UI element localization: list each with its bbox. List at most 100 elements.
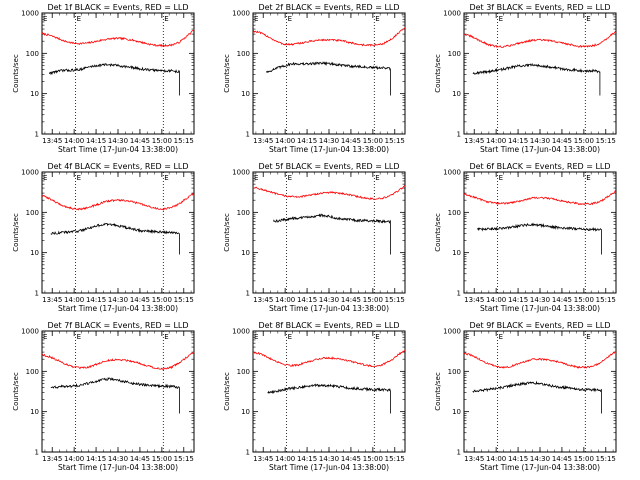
time-marker-label: E: [164, 333, 168, 341]
chart-title: Det 1f BLACK = Events, RED = LLD: [47, 3, 188, 12]
x-tick-label: 14:30: [319, 455, 339, 463]
x-axis-label: Start Time (17-Jun-04 13:38:00): [269, 463, 389, 472]
x-tick-label: 15:00: [574, 296, 594, 304]
lld-series-line: [41, 192, 195, 211]
start-marker-label: E: [254, 174, 258, 182]
y-axis-label: Counts/sec: [12, 213, 20, 252]
events-series-line: [48, 62, 180, 96]
x-tick-label: 14:15: [86, 296, 106, 304]
chart-panel-7: Det 7f BLACK = Events, RED = LLD 1 10 100 10…: [12, 321, 195, 472]
y-tick-label: 1000: [232, 169, 250, 177]
y-tick-label: 100: [237, 368, 250, 376]
chart-panel-5: Det 5f BLACK = Events, RED = LLD 1 10 100 10…: [223, 162, 406, 313]
y-tick-label: 100: [448, 50, 461, 58]
time-marker-label: E: [164, 174, 168, 182]
chart-title: Det 3f BLACK = Events, RED = LLD: [469, 3, 610, 12]
chart-title: Det 7f BLACK = Events, RED = LLD: [47, 321, 188, 330]
x-tick-label: 14:00: [64, 455, 84, 463]
events-series-line: [50, 377, 180, 414]
events-series-line: [50, 222, 180, 255]
x-tick-label: 15:15: [596, 296, 616, 304]
plot-frame: [463, 171, 617, 294]
y-tick-label: 1000: [21, 328, 39, 336]
x-tick-label: 13:45: [464, 137, 484, 145]
chart-panel-4: Det 4f BLACK = Events, RED = LLD 1 10 100 10…: [12, 162, 195, 313]
time-marker-label: E: [288, 174, 292, 182]
y-tick-label: 1: [457, 131, 461, 139]
x-tick-label: 15:00: [152, 455, 172, 463]
x-tick-label: 14:00: [64, 296, 84, 304]
chart-panel-2: Det 2f BLACK = Events, RED = LLD 1 10 100 10…: [223, 3, 406, 154]
x-axis-label: Start Time (17-Jun-04 13:38:00): [480, 463, 600, 472]
x-tick-label: 14:15: [508, 455, 528, 463]
chart-title: Det 4f BLACK = Events, RED = LLD: [47, 162, 188, 171]
y-axis-label: Counts/sec: [223, 54, 231, 93]
y-tick-label: 100: [26, 209, 39, 217]
events-series-line: [472, 380, 602, 414]
x-tick-label: 13:45: [464, 296, 484, 304]
y-tick-label: 10: [241, 249, 250, 257]
events-series-line: [476, 222, 602, 255]
x-tick-label: 14:15: [297, 137, 317, 145]
y-tick-label: 10: [30, 249, 39, 257]
x-tick-label: 13:45: [253, 455, 273, 463]
start-marker-label: E: [465, 174, 469, 182]
x-tick-label: 15:00: [363, 137, 383, 145]
lld-series-line: [41, 28, 195, 48]
chart-panel-3: Det 3f BLACK = Events, RED = LLD 1 10 100 10…: [434, 3, 617, 154]
chart-panel-6: Det 6f BLACK = Events, RED = LLD 1 10 100 10…: [434, 162, 617, 313]
y-tick-label: 100: [26, 368, 39, 376]
x-axis-label: Start Time (17-Jun-04 13:38:00): [269, 145, 389, 154]
time-marker-label: E: [288, 15, 292, 23]
start-marker-label: E: [254, 15, 258, 23]
plot-frame: [41, 12, 195, 135]
y-tick-label: 10: [30, 408, 39, 416]
start-marker-label: E: [254, 333, 258, 341]
time-marker-label: E: [375, 174, 379, 182]
time-marker-label: E: [288, 333, 292, 341]
x-tick-label: 14:15: [508, 137, 528, 145]
x-tick-label: 14:45: [552, 137, 572, 145]
y-axis-label: Counts/sec: [434, 54, 442, 93]
x-axis-label: Start Time (17-Jun-04 13:38:00): [480, 304, 600, 313]
x-tick-label: 15:00: [574, 137, 594, 145]
x-tick-label: 14:30: [319, 296, 339, 304]
x-tick-label: 15:00: [363, 455, 383, 463]
x-tick-label: 15:15: [174, 455, 194, 463]
chart-title: Det 6f BLACK = Events, RED = LLD: [469, 162, 610, 171]
y-tick-label: 1: [246, 290, 250, 298]
y-tick-label: 100: [26, 50, 39, 58]
x-tick-label: 14:00: [275, 137, 295, 145]
x-tick-label: 14:30: [108, 296, 128, 304]
y-tick-label: 10: [452, 249, 461, 257]
x-axis-label: Start Time (17-Jun-04 13:38:00): [58, 304, 178, 313]
y-axis-label: Counts/sec: [223, 372, 231, 411]
time-marker-label: E: [375, 15, 379, 23]
x-tick-label: 13:45: [464, 455, 484, 463]
y-tick-label: 1000: [232, 328, 250, 336]
x-tick-label: 15:15: [174, 137, 194, 145]
x-tick-label: 14:15: [297, 296, 317, 304]
x-tick-label: 14:45: [552, 455, 572, 463]
chart-title: Det 5f BLACK = Events, RED = LLD: [258, 162, 399, 171]
x-tick-label: 13:45: [42, 137, 62, 145]
x-tick-label: 14:15: [86, 455, 106, 463]
time-marker-label: E: [499, 333, 503, 341]
x-tick-label: 14:15: [297, 455, 317, 463]
x-tick-label: 14:30: [530, 296, 550, 304]
y-tick-label: 1000: [232, 10, 250, 18]
y-axis-label: Counts/sec: [434, 372, 442, 411]
plot-frame: [252, 171, 406, 294]
x-tick-label: 14:45: [341, 455, 361, 463]
x-tick-label: 14:30: [108, 137, 128, 145]
x-tick-label: 13:45: [42, 296, 62, 304]
y-tick-label: 100: [237, 50, 250, 58]
lld-series-line: [41, 351, 195, 371]
events-series-line: [273, 213, 391, 255]
x-tick-label: 14:45: [552, 296, 572, 304]
chart-panel-1: Det 1f BLACK = Events, RED = LLD 1 10 100 10…: [12, 3, 195, 154]
x-tick-label: 14:30: [530, 455, 550, 463]
x-tick-label: 14:30: [319, 137, 339, 145]
plot-frame: [41, 330, 195, 453]
y-tick-label: 1: [35, 290, 39, 298]
